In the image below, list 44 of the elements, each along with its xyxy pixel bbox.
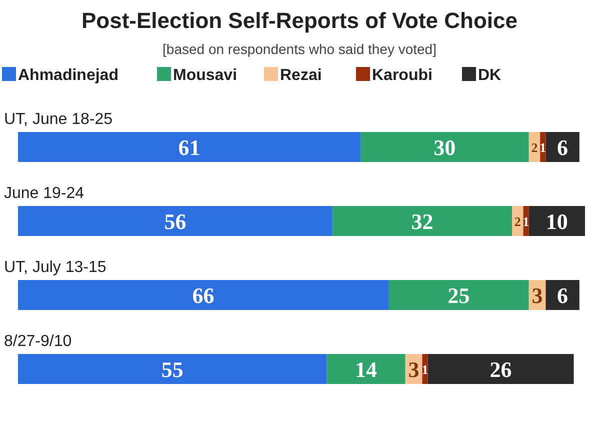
data-label: 66: [192, 283, 214, 308]
legend-label: Karoubi: [372, 67, 432, 84]
data-label: 30: [434, 135, 456, 160]
data-label: 3: [408, 357, 420, 382]
y-tick-label: June 19-24: [4, 185, 84, 202]
data-label: 10: [546, 209, 568, 234]
data-label: 25: [448, 283, 470, 308]
bar: [546, 280, 580, 310]
y-tick-label: 8/27-9/10: [4, 333, 72, 350]
bar: [18, 280, 389, 310]
bar: [360, 132, 529, 162]
bar: [18, 354, 327, 384]
data-label: 1: [522, 214, 530, 229]
data-label: 26: [490, 357, 512, 382]
bar: [388, 280, 529, 310]
data-label: 56: [164, 209, 186, 234]
data-label: 61: [178, 135, 200, 160]
bar: [523, 206, 529, 236]
data-label: 1: [422, 362, 428, 377]
data-label: 2: [531, 140, 538, 155]
data-label: 6: [557, 135, 568, 160]
data-label: 55: [161, 357, 184, 382]
data-label: 14: [355, 357, 378, 382]
legend-label: Mousavi: [173, 67, 238, 84]
bar: [528, 206, 585, 236]
bar: [546, 132, 580, 162]
chart-subtitle: [based on respondents who said they voted]: [162, 41, 436, 57]
data-label: 2: [514, 214, 521, 229]
y-tick-label: UT, June 18-25: [4, 111, 113, 128]
bar: [326, 354, 406, 384]
chart-title: Post-Election Self-Reports of Vote Choice: [82, 8, 518, 33]
bar: [18, 132, 360, 162]
y-tick-label: UT, July 13-15: [4, 259, 106, 276]
legend-label: DK: [478, 67, 502, 84]
bar: [18, 206, 332, 236]
bar: [422, 354, 428, 384]
data-label: 3: [532, 283, 543, 308]
data-label: 32: [411, 209, 434, 234]
bar: [332, 206, 512, 236]
legend-label: Ahmadinejad: [18, 67, 118, 84]
data-label: 1: [540, 140, 546, 155]
legend-label: Rezai: [280, 67, 322, 84]
data-label: 6: [557, 283, 568, 308]
bar: [428, 354, 574, 384]
